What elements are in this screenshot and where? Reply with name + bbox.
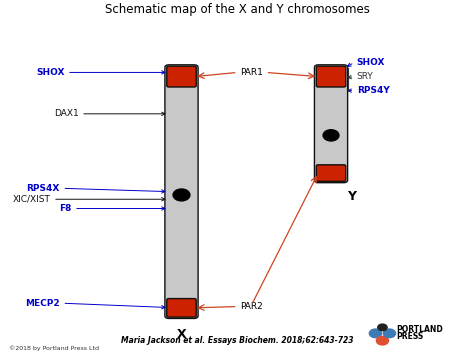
Text: MECP2: MECP2 [26,299,60,308]
Text: SRY: SRY [357,72,374,81]
Circle shape [173,189,190,201]
Text: PORTLAND: PORTLAND [396,324,443,334]
Text: SHOX: SHOX [357,58,385,67]
Text: X: X [177,328,186,340]
FancyBboxPatch shape [316,66,346,87]
Text: ©2018 by Portland Press Ltd: ©2018 by Portland Press Ltd [9,345,99,351]
Text: DAX1: DAX1 [54,109,79,118]
Circle shape [323,130,339,141]
Text: SHOX: SHOX [36,68,64,77]
FancyBboxPatch shape [314,65,347,183]
Text: RPS4X: RPS4X [27,184,60,193]
Circle shape [369,329,382,338]
Text: F8: F8 [59,204,72,213]
Circle shape [383,329,395,338]
FancyBboxPatch shape [316,165,346,181]
Circle shape [378,324,387,331]
Text: PRESS: PRESS [396,332,424,341]
Text: PAR1: PAR1 [240,68,263,77]
Text: RPS4Y: RPS4Y [357,86,390,95]
Circle shape [376,336,389,345]
FancyBboxPatch shape [165,65,198,318]
Title: Schematic map of the X and Y chromosomes: Schematic map of the X and Y chromosomes [105,3,370,16]
Text: XIC/XIST: XIC/XIST [13,195,51,204]
Text: PAR2: PAR2 [240,302,263,311]
Text: Maria Jackson et al. Essays Biochem. 2018;62:643-723: Maria Jackson et al. Essays Biochem. 201… [121,336,354,345]
FancyBboxPatch shape [167,66,196,87]
FancyBboxPatch shape [167,299,196,317]
Text: Y: Y [347,190,356,203]
